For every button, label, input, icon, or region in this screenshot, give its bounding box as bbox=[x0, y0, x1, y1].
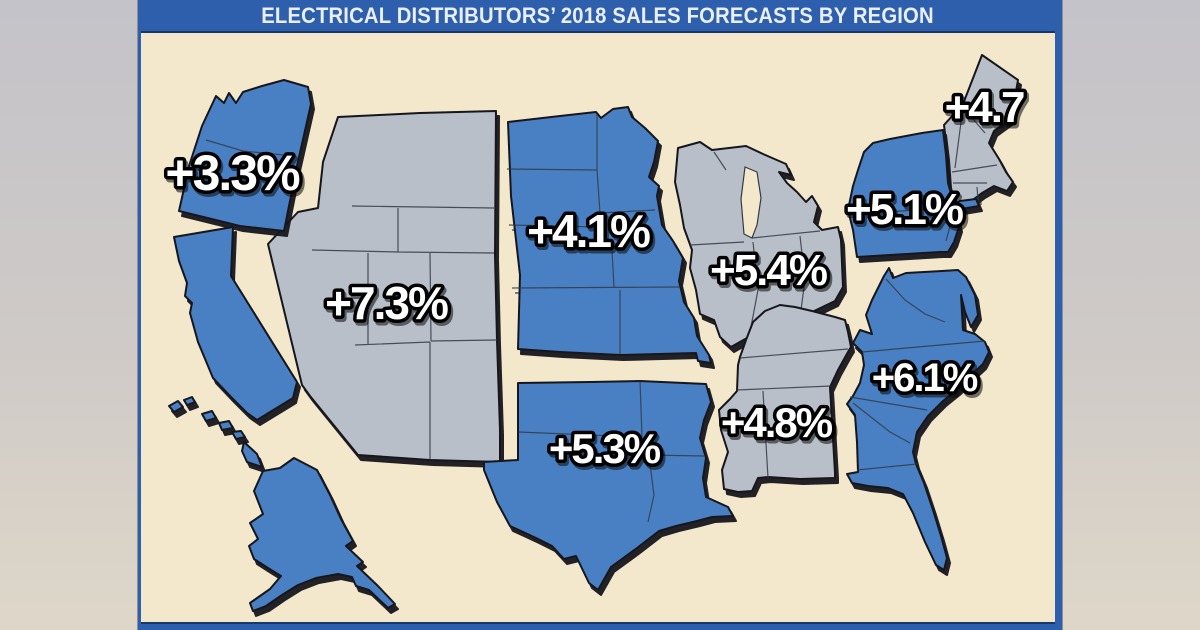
region-south-atlantic-shape bbox=[846, 267, 990, 571]
label-middle-atlantic: +5.1% bbox=[846, 185, 963, 234]
lake-michigan bbox=[740, 166, 762, 239]
region-mountain-shape bbox=[267, 110, 501, 463]
region-west-north-central bbox=[506, 106, 712, 364]
region-east-north-central-shape bbox=[674, 141, 844, 348]
region-east-south-central bbox=[718, 304, 852, 493]
label-new-england: +4.7 bbox=[945, 83, 1024, 132]
region-west-north-central-state-borders bbox=[506, 114, 681, 354]
content-card: ELECTRICAL DISTRIBUTORS’ 2018 SALES FORE… bbox=[138, 0, 1062, 630]
region-east-north-central-state-borders bbox=[689, 151, 821, 333]
label-pacific: +3.3% bbox=[165, 145, 300, 201]
region-pacific-alaska-shape bbox=[248, 457, 396, 612]
region-east-south-central-state-borders bbox=[736, 348, 849, 479]
map-area: +3.3% +7.3% +4.1% +5.4% +5.1% +4.7 +5.3%… bbox=[141, 33, 1055, 622]
region-south-atlantic-state-borders bbox=[849, 278, 986, 471]
label-south-atlantic: +6.1% bbox=[872, 356, 978, 400]
header-bar: ELECTRICAL DISTRIBUTORS’ 2018 SALES FORE… bbox=[141, 0, 1055, 33]
region-pacific-california-shape bbox=[173, 226, 298, 421]
region-middle-atlantic-shape bbox=[847, 129, 980, 258]
region-west-north-central-shape bbox=[507, 106, 712, 364]
region-new-england bbox=[943, 54, 1019, 205]
region-middle-atlantic-state-borders bbox=[853, 207, 951, 242]
footer-bar bbox=[141, 622, 1055, 630]
region-west-south-central bbox=[483, 380, 734, 591]
region-west-south-central-shape bbox=[483, 380, 734, 591]
label-mountain: +7.3% bbox=[325, 277, 448, 329]
region-pacific bbox=[168, 79, 396, 612]
region-west-south-central-state-borders bbox=[517, 380, 705, 523]
region-mountain bbox=[267, 110, 501, 463]
label-west-north-central: +4.1% bbox=[527, 205, 650, 257]
region-middle-atlantic bbox=[847, 129, 980, 258]
region-new-england-shape bbox=[943, 54, 1019, 205]
region-east-north-central bbox=[674, 141, 844, 348]
label-east-north-central: +5.4% bbox=[710, 246, 827, 295]
region-south-atlantic bbox=[846, 267, 990, 571]
page-title: ELECTRICAL DISTRIBUTORS’ 2018 SALES FORE… bbox=[261, 2, 935, 28]
us-regions-map: +3.3% +7.3% +4.1% +5.4% +5.1% +4.7 +5.3%… bbox=[162, 54, 1029, 612]
label-east-south-central: +4.8% bbox=[721, 399, 833, 446]
region-mountain-state-borders bbox=[311, 205, 498, 459]
region-pacific-wa-or-border bbox=[205, 139, 295, 157]
label-west-south-central: +5.3% bbox=[549, 425, 661, 472]
region-new-england-state-borders bbox=[951, 106, 998, 201]
region-pacific-hawaii-shape bbox=[168, 396, 263, 468]
region-pacific-wa-or-shape bbox=[178, 79, 312, 232]
